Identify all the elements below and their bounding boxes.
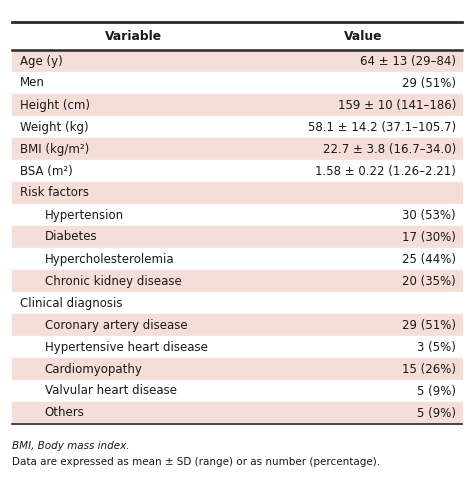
Bar	[12, 50, 462, 72]
Bar	[12, 402, 462, 424]
Bar	[12, 248, 462, 270]
Bar	[12, 380, 462, 402]
Text: BSA (m²): BSA (m²)	[20, 165, 73, 177]
Text: 17 (30%): 17 (30%)	[402, 231, 456, 244]
Text: 15 (26%): 15 (26%)	[402, 362, 456, 376]
Text: 159 ± 10 (141–186): 159 ± 10 (141–186)	[337, 98, 456, 111]
Text: Cardiomyopathy: Cardiomyopathy	[45, 362, 143, 376]
Bar	[12, 94, 462, 116]
Bar	[12, 226, 462, 248]
Text: 20 (35%): 20 (35%)	[402, 274, 456, 287]
Text: BMI, Body mass index.: BMI, Body mass index.	[12, 441, 129, 451]
Text: Hypertensive heart disease: Hypertensive heart disease	[45, 340, 208, 353]
Text: BMI (kg/m²): BMI (kg/m²)	[20, 143, 89, 156]
Bar	[12, 22, 462, 50]
Text: Clinical diagnosis: Clinical diagnosis	[20, 297, 122, 310]
Text: 5 (9%): 5 (9%)	[417, 385, 456, 398]
Text: Coronary artery disease: Coronary artery disease	[45, 319, 187, 331]
Text: Hypertension: Hypertension	[45, 209, 124, 222]
Text: Data are expressed as mean ± SD (range) or as number (percentage).: Data are expressed as mean ± SD (range) …	[12, 457, 380, 467]
Bar	[12, 138, 462, 160]
Text: Others: Others	[45, 407, 85, 419]
Text: 64 ± 13 (29–84): 64 ± 13 (29–84)	[360, 55, 456, 68]
Bar	[12, 204, 462, 226]
Text: Hypercholesterolemia: Hypercholesterolemia	[45, 252, 174, 265]
Text: Value: Value	[344, 29, 382, 43]
Bar	[12, 270, 462, 292]
Text: Age (y): Age (y)	[20, 55, 63, 68]
Text: Weight (kg): Weight (kg)	[20, 120, 89, 134]
Bar	[12, 182, 462, 204]
Text: Diabetes: Diabetes	[45, 231, 97, 244]
Bar	[12, 314, 462, 336]
Text: Risk factors: Risk factors	[20, 186, 89, 199]
Text: 58.1 ± 14.2 (37.1–105.7): 58.1 ± 14.2 (37.1–105.7)	[308, 120, 456, 134]
Text: 29 (51%): 29 (51%)	[402, 77, 456, 89]
Text: 30 (53%): 30 (53%)	[402, 209, 456, 222]
Text: Valvular heart disease: Valvular heart disease	[45, 385, 177, 398]
Text: Men: Men	[20, 77, 45, 89]
Text: Variable: Variable	[105, 29, 162, 43]
Bar	[12, 292, 462, 314]
Text: 1.58 ± 0.22 (1.26–2.21): 1.58 ± 0.22 (1.26–2.21)	[315, 165, 456, 177]
Text: 25 (44%): 25 (44%)	[402, 252, 456, 265]
Bar	[12, 358, 462, 380]
Bar	[12, 160, 462, 182]
Text: 29 (51%): 29 (51%)	[402, 319, 456, 331]
Bar	[12, 72, 462, 94]
Text: 22.7 ± 3.8 (16.7–34.0): 22.7 ± 3.8 (16.7–34.0)	[323, 143, 456, 156]
Text: 3 (5%): 3 (5%)	[417, 340, 456, 353]
Text: 5 (9%): 5 (9%)	[417, 407, 456, 419]
Bar	[12, 116, 462, 138]
Text: Chronic kidney disease: Chronic kidney disease	[45, 274, 182, 287]
Text: Height (cm): Height (cm)	[20, 98, 90, 111]
Bar	[12, 336, 462, 358]
